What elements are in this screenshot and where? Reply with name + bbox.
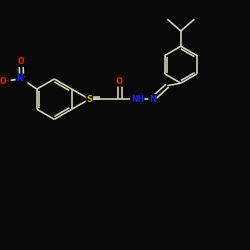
Text: O: O xyxy=(116,77,123,86)
Text: O: O xyxy=(18,58,24,66)
Text: NH: NH xyxy=(131,95,144,104)
Text: S: S xyxy=(86,95,92,104)
Text: N: N xyxy=(149,95,156,104)
Text: O⁻: O⁻ xyxy=(0,77,10,86)
Text: N⁺: N⁺ xyxy=(16,74,27,83)
